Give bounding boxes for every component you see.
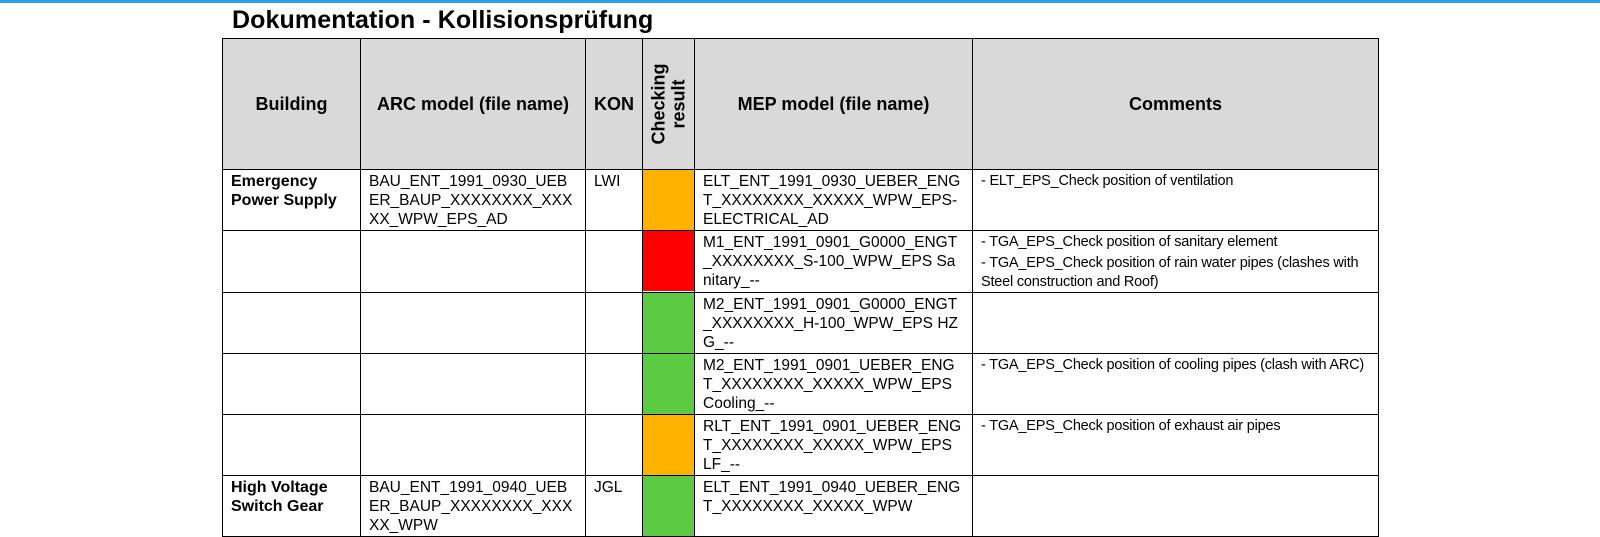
building-cell	[222, 353, 361, 415]
mep-model-cell: ELT_ENT_1991_0930_UEBER_ENGT_XXXXXXXX_XX…	[694, 169, 973, 231]
collision-check-table: Building ARC model (file name) KON Check…	[222, 38, 1379, 537]
kon-cell	[585, 353, 643, 415]
arc-model-cell	[360, 292, 586, 354]
result-swatch-green	[643, 476, 694, 536]
header-checking-line2: result	[668, 79, 689, 129]
kon-cell: LWI	[585, 169, 643, 231]
table-row: High Voltage Switch Gear BAU_ENT_1991_09…	[222, 475, 1379, 537]
result-indicator	[642, 414, 695, 476]
result-swatch-orange	[643, 170, 694, 230]
header-kon: KON	[585, 38, 643, 170]
comments-cell	[972, 292, 1379, 354]
top-accent-bar	[0, 0, 1600, 3]
arc-model-cell	[360, 414, 586, 476]
result-swatch-red	[643, 231, 694, 291]
kon-cell	[585, 230, 643, 293]
arc-model-cell	[360, 230, 586, 293]
comments-cell: - ELT_EPS_Check position of ventilation	[972, 169, 1379, 231]
arc-model-cell: BAU_ENT_1991_0940_UEBER_BAUP_XXXXXXXX_XX…	[360, 475, 586, 537]
table-row: RLT_ENT_1991_0901_UEBER_ENGT_XXXXXXXX_XX…	[222, 414, 1379, 476]
comments-cell: - TGA_EPS_Check position of exhaust air …	[972, 414, 1379, 476]
mep-model-cell: M2_ENT_1991_0901_UEBER_ENGT_XXXXXXXX_XXX…	[694, 353, 973, 415]
result-indicator	[642, 353, 695, 415]
arc-model-cell: BAU_ENT_1991_0930_UEBER_BAUP_XXXXXXXX_XX…	[360, 169, 586, 231]
comments-cell	[972, 475, 1379, 537]
header-building: Building	[222, 38, 361, 170]
table-row: M2_ENT_1991_0901_UEBER_ENGT_XXXXXXXX_XXX…	[222, 353, 1379, 415]
mep-model-cell: M1_ENT_1991_0901_G0000_ENGT_XXXXXXXX_S-1…	[694, 230, 973, 293]
kon-cell: JGL	[585, 475, 643, 537]
mep-model-cell: ELT_ENT_1991_0940_UEBER_ENGT_XXXXXXXX_XX…	[694, 475, 973, 537]
header-comments: Comments	[972, 38, 1379, 170]
comments-cell: - TGA_EPS_Check position of cooling pipe…	[972, 353, 1379, 415]
table-header-row: Building ARC model (file name) KON Check…	[222, 38, 1379, 170]
header-arc-model: ARC model (file name)	[360, 38, 586, 170]
building-cell: High Voltage Switch Gear	[222, 475, 361, 537]
result-indicator	[642, 169, 695, 231]
result-swatch-green	[643, 354, 694, 414]
header-checking-result: Checking result	[642, 38, 695, 170]
table-row: M1_ENT_1991_0901_G0000_ENGT_XXXXXXXX_S-1…	[222, 230, 1379, 293]
result-indicator	[642, 292, 695, 354]
result-swatch-green	[643, 293, 694, 353]
table-row: M2_ENT_1991_0901_G0000_ENGT_XXXXXXXX_H-1…	[222, 292, 1379, 354]
building-cell	[222, 414, 361, 476]
comments-cell: - TGA_EPS_Check position of sanitary ele…	[972, 230, 1379, 293]
building-cell	[222, 230, 361, 293]
building-cell	[222, 292, 361, 354]
mep-model-cell: M2_ENT_1991_0901_G0000_ENGT_XXXXXXXX_H-1…	[694, 292, 973, 354]
header-mep-model: MEP model (file name)	[694, 38, 973, 170]
document-title: Dokumentation - Kollisionsprüfung	[232, 6, 654, 34]
building-cell: Emergency Power Supply	[222, 169, 361, 231]
kon-cell	[585, 292, 643, 354]
result-swatch-orange	[643, 415, 694, 475]
header-checking-line1: Checking	[648, 63, 669, 145]
table-row: Emergency Power Supply BAU_ENT_1991_0930…	[222, 169, 1379, 231]
result-indicator	[642, 230, 695, 293]
result-indicator	[642, 475, 695, 537]
kon-cell	[585, 414, 643, 476]
arc-model-cell	[360, 353, 586, 415]
mep-model-cell: RLT_ENT_1991_0901_UEBER_ENGT_XXXXXXXX_XX…	[694, 414, 973, 476]
